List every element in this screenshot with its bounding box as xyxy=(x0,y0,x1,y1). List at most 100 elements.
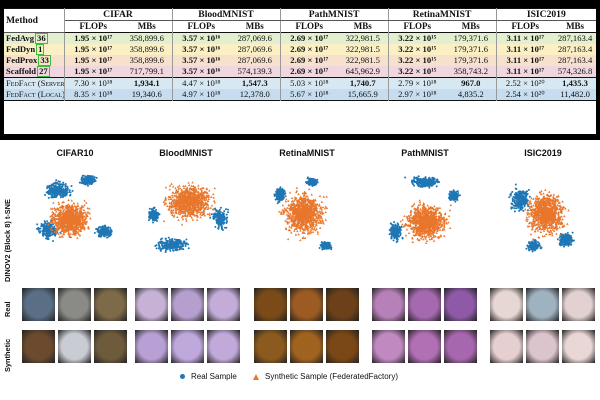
synthetic-sample-thumbnail xyxy=(490,330,523,363)
dataset-header-retinamnist: RetinaMNIST xyxy=(388,8,497,21)
method-name: FedFact (Server) xyxy=(6,78,64,88)
synthetic-sample-thumbnail xyxy=(526,330,559,363)
tsne-plot-pathmnist xyxy=(388,175,461,244)
synthetic-sample-marker-icon xyxy=(253,373,260,380)
synthetic-sample-thumbnail xyxy=(290,330,323,363)
flops-cell: 3.11 × 10¹⁷ xyxy=(506,66,545,76)
flops-cell: 2.69 × 10¹⁷ xyxy=(290,66,329,76)
flops-cell: 7.30 × 10¹⁸ xyxy=(74,78,113,88)
flops-cell: 2.54 × 10²⁰ xyxy=(505,89,545,99)
tsne-plot-bloodmnist xyxy=(147,181,230,253)
real-sample-thumbnail xyxy=(408,288,441,321)
subheader-flops: FLOPs xyxy=(79,21,107,31)
flops-cell: 3.22 × 10¹⁵ xyxy=(398,33,437,43)
real-sample-thumbnail xyxy=(22,288,55,321)
col-title-isic2019: ISIC2019 xyxy=(524,148,562,158)
synthetic-sample-thumbnail xyxy=(94,330,127,363)
real-sample-thumbnail xyxy=(490,288,523,321)
synthetic-sample-thumbnail xyxy=(171,330,204,363)
mbs-cell: 967.0 xyxy=(446,77,497,89)
subheader-flops: FLOPs xyxy=(187,21,216,31)
mbs-cell: 287,069.6 xyxy=(230,44,281,55)
mbs-cell: 15,665.9 xyxy=(338,89,389,101)
subheader-flops: FLOPs xyxy=(295,21,324,31)
mbs-cell: 322,981.5 xyxy=(338,44,389,55)
dataset-header-isic2019: ISIC2019 xyxy=(496,8,597,21)
mbs-cell: 287,163.4 xyxy=(557,55,593,65)
table-row: FedDyn 1 1.95 × 10¹⁷ 358,899.6 3.57 × 10¹⁶ 28… xyxy=(4,44,597,55)
col-title-retinamnist: RetinaMNIST xyxy=(279,148,335,158)
subheader-mbs: MBs xyxy=(122,20,173,33)
flops-cell: 1.95 × 10¹⁷ xyxy=(74,66,113,76)
flops-cell: 4.97 × 10¹⁸ xyxy=(182,89,221,99)
subheader-mbs: MBs xyxy=(230,20,281,33)
flops-cell: 3.11 × 10¹⁷ xyxy=(506,33,545,43)
real-sample-thumbnail xyxy=(254,288,287,321)
mbs-cell: 574,139.3 xyxy=(230,66,281,78)
mbs-cell: 11,482.0 xyxy=(560,89,590,99)
real-sample-thumbnail xyxy=(58,288,91,321)
synthetic-sample-thumbnail xyxy=(444,330,477,363)
tsne-row-label: DINOV2 (Block 8) t-SNE xyxy=(3,199,12,282)
mbs-cell: 1,934.1 xyxy=(122,77,173,89)
flops-cell: 3.11 × 10¹⁷ xyxy=(506,44,545,54)
subheader-flops: FLOPs xyxy=(511,21,540,31)
real-row-label: Real xyxy=(3,301,12,317)
synthetic-sample-thumbnail xyxy=(372,330,405,363)
flops-cell: 8.35 × 10¹⁸ xyxy=(74,89,113,99)
mbs-cell: 645,962.9 xyxy=(338,66,389,78)
mbs-cell: 287,069.6 xyxy=(230,32,281,44)
table-row: FedAvg 36 1.95 × 10¹⁷ 358,899.6 3.57 × 10¹⁶ 2… xyxy=(4,32,597,44)
method-name: FedDyn xyxy=(6,44,36,54)
flops-cell: 4.47 × 10¹⁸ xyxy=(182,78,221,88)
flops-cell: 1.95 × 10¹⁷ xyxy=(74,55,113,65)
flops-cell: 5.03 × 10¹⁸ xyxy=(290,78,329,88)
mbs-cell: 19,340.6 xyxy=(122,89,173,101)
dataset-header-pathmnist: PathMNIST xyxy=(280,8,389,21)
method-cell: FedDyn 1 xyxy=(4,44,65,55)
method-name: FedFact (Local) xyxy=(6,89,64,99)
method-cell: FedFact (Local) xyxy=(4,89,65,101)
tsne-figure: CIFAR10 BloodMNIST RetinaMNIST PathMNIST… xyxy=(0,140,600,400)
mbs-cell: 287,069.6 xyxy=(230,55,281,66)
legend-synthetic: Synthetic Sample (FederatedFactory) xyxy=(253,372,398,381)
mbs-cell: 12,378.0 xyxy=(230,89,281,101)
flops-cell: 2.79 × 10¹⁸ xyxy=(398,78,437,88)
tsne-plot-retinamnist xyxy=(273,176,333,251)
mbs-cell: 287,163.4 xyxy=(557,33,593,43)
method-header: Method xyxy=(4,8,65,33)
real-sample-thumbnail xyxy=(290,288,323,321)
flops-cell: 3.57 × 10¹⁶ xyxy=(182,66,221,76)
table-row: Scaffold 27 1.95 × 10¹⁷ 717,799.1 3.57 × 10¹… xyxy=(4,66,597,78)
synthetic-sample-thumbnail xyxy=(562,330,595,363)
method-name: FedAvg xyxy=(6,33,35,43)
method-cell: FedProx 33 xyxy=(4,55,65,66)
synthetic-sample-thumbnail xyxy=(326,330,359,363)
col-title-pathmnist: PathMNIST xyxy=(401,148,449,158)
flops-cell: 2.69 × 10¹⁷ xyxy=(290,55,329,65)
subheader-row: FLOPs MBs FLOPs MBs FLOPs MBs FLOPs MBs FLOPs MBs xyxy=(4,20,597,33)
real-sample-thumbnail xyxy=(562,288,595,321)
mbs-cell: 358,899.6 xyxy=(122,32,173,44)
real-sample-thumbnail xyxy=(207,288,240,321)
rank-badge: 33 xyxy=(38,55,51,66)
method-name: FedProx xyxy=(6,55,38,65)
real-sample-marker-icon xyxy=(180,374,185,380)
synthetic-sample-thumbnail xyxy=(207,330,240,363)
flops-cell: 3.22 × 10¹⁵ xyxy=(398,66,437,76)
flops-cell: 3.57 × 10¹⁶ xyxy=(182,33,221,43)
mbs-cell: 358,899.6 xyxy=(122,44,173,55)
synthetic-row-label: Synthetic xyxy=(3,338,12,372)
flops-cell: 1.95 × 10¹⁷ xyxy=(74,33,113,43)
synthetic-sample-thumbnail xyxy=(58,330,91,363)
mbs-cell: 358,743.2 xyxy=(446,66,497,78)
mbs-cell: 179,371.6 xyxy=(446,44,497,55)
flops-cell: 2.69 × 10¹⁷ xyxy=(290,33,329,43)
figure-legend: Real Sample Synthetic Sample (FederatedF… xyxy=(180,372,412,381)
synthetic-sample-thumbnail xyxy=(22,330,55,363)
tsne-plot-cifar10 xyxy=(35,174,113,243)
dataset-header-bloodmnist: BloodMNIST xyxy=(172,8,281,21)
synthetic-sample-thumbnail xyxy=(135,330,168,363)
flops-cell: 3.11 × 10¹⁷ xyxy=(506,55,545,65)
